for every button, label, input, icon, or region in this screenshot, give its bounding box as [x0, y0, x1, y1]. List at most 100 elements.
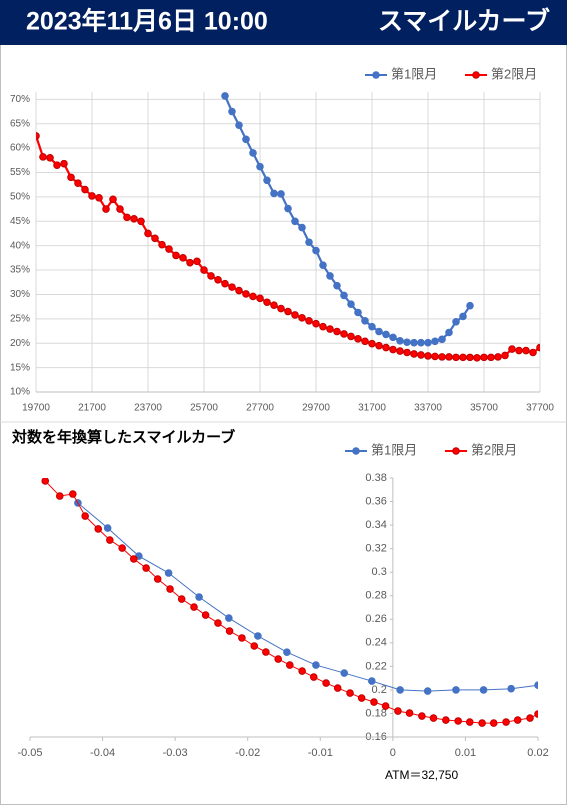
- x-tick-label: 31700: [358, 403, 386, 414]
- y-tick-label: 0.32: [365, 543, 386, 555]
- point: [95, 194, 103, 202]
- x-tick-label: 35700: [470, 403, 498, 414]
- point: [333, 281, 341, 290]
- point: [256, 294, 264, 303]
- point: [326, 272, 334, 280]
- x-tick-label: 0.01: [455, 747, 476, 759]
- point: [55, 492, 64, 500]
- point: [102, 205, 110, 213]
- point: [405, 709, 414, 717]
- y-tick-label: 0.36: [365, 495, 386, 507]
- point: [452, 317, 460, 326]
- point: [534, 710, 538, 718]
- plot-area: [41, 478, 538, 727]
- point: [396, 336, 404, 345]
- point: [46, 154, 54, 162]
- point: [242, 135, 250, 144]
- point: [417, 351, 425, 359]
- x-tick-label: 19700: [22, 403, 50, 414]
- y-tick-label: 0.24: [365, 637, 386, 649]
- point: [262, 648, 270, 656]
- y-tick-label: 20%: [10, 338, 30, 349]
- y-tick-label: 0.2: [372, 684, 387, 696]
- point: [67, 173, 75, 182]
- y-tick-label: 0.26: [365, 613, 386, 625]
- chart-title: 対数を年換算したスマイルカーブ: [11, 428, 235, 446]
- point: [165, 245, 173, 253]
- point: [354, 308, 362, 317]
- point: [249, 149, 257, 157]
- point: [283, 648, 291, 657]
- point: [522, 346, 530, 355]
- point: [151, 234, 159, 243]
- point: [410, 338, 418, 347]
- y-tick-label: 15%: [10, 362, 30, 373]
- point: [312, 246, 320, 255]
- point: [368, 339, 376, 348]
- point: [319, 322, 327, 331]
- point: [214, 619, 222, 627]
- point: [235, 286, 243, 295]
- legend-marker: [372, 71, 380, 79]
- point: [298, 667, 306, 675]
- point: [228, 283, 236, 291]
- point: [347, 332, 355, 341]
- point: [368, 677, 376, 685]
- x-tick-label: 27700: [246, 403, 274, 414]
- x-tick-label: -0.03: [163, 747, 188, 759]
- point: [473, 354, 481, 362]
- point: [309, 673, 318, 681]
- point: [270, 189, 278, 198]
- y-tick-label: 25%: [10, 313, 30, 324]
- point: [88, 192, 96, 200]
- point: [214, 276, 222, 284]
- point: [529, 348, 537, 357]
- x-tick-label: -0.02: [235, 747, 260, 759]
- y-tick-label: 50%: [10, 192, 30, 203]
- y-tick-label: 0.28: [365, 590, 386, 602]
- point: [361, 337, 369, 346]
- x-tick-label: 33700: [414, 403, 442, 414]
- point: [109, 195, 117, 204]
- x-tick-label: -0.04: [90, 747, 115, 759]
- point: [513, 716, 522, 724]
- point: [274, 655, 282, 663]
- point: [326, 325, 334, 333]
- point: [515, 346, 523, 355]
- point: [291, 217, 299, 226]
- point: [375, 341, 383, 350]
- point: [410, 350, 418, 358]
- point: [298, 314, 306, 322]
- point: [389, 333, 397, 342]
- point: [81, 512, 89, 520]
- point: [357, 694, 366, 702]
- point: [179, 254, 187, 262]
- point: [249, 292, 257, 301]
- point: [361, 316, 369, 325]
- point: [333, 327, 341, 336]
- point: [340, 330, 348, 338]
- point: [53, 161, 61, 169]
- point: [403, 338, 411, 347]
- point: [424, 352, 432, 360]
- point: [502, 718, 510, 726]
- y-tick-label: 0.38: [365, 472, 386, 484]
- point: [225, 627, 234, 635]
- point: [130, 215, 138, 223]
- point: [459, 312, 467, 321]
- point: [508, 345, 516, 353]
- point: [370, 698, 378, 706]
- point: [270, 301, 278, 309]
- point: [305, 238, 313, 247]
- point: [164, 569, 173, 577]
- point: [123, 213, 131, 222]
- header-date: 2023年11月6日 10:00: [26, 7, 268, 36]
- point: [465, 718, 474, 726]
- y-tick-label: 0.22: [365, 660, 386, 672]
- point: [394, 707, 402, 715]
- y-tick-label: 70%: [10, 94, 30, 105]
- point: [403, 348, 411, 357]
- point: [423, 687, 432, 695]
